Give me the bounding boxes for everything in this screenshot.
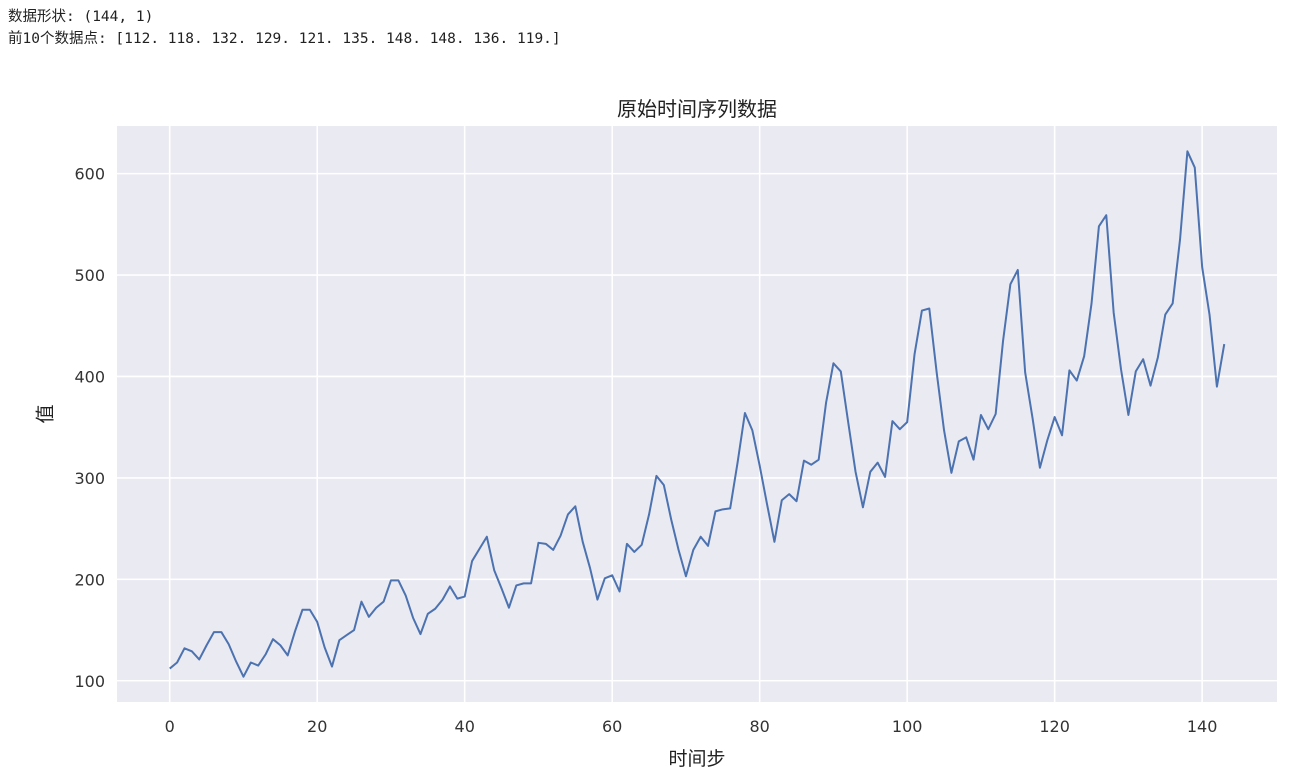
x-tick-label: 40	[455, 717, 475, 736]
y-tick-label: 500	[74, 266, 105, 285]
x-tick-label: 60	[602, 717, 622, 736]
x-tick-label: 100	[892, 717, 923, 736]
y-axis-label: 值	[35, 404, 57, 423]
console-output: 数据形状: (144, 1) 前10个数据点: [112. 118. 132. 1…	[8, 6, 561, 50]
console-line-first10: 前10个数据点: [112. 118. 132. 129. 121. 135. …	[8, 31, 561, 47]
series-line	[169, 150, 1226, 678]
plot-background	[117, 126, 1277, 702]
x-tick-label: 140	[1187, 717, 1218, 736]
x-tick-labels: 0 20 40 60 80 100 120 140	[165, 717, 1218, 736]
x-axis-label: 时间步	[668, 748, 725, 769]
y-tick-label: 100	[74, 672, 105, 691]
x-tick-label: 80	[750, 717, 770, 736]
x-tick-label: 20	[307, 717, 327, 736]
y-tick-labels: 100 200 300 400 500 600	[74, 165, 105, 691]
y-tick-label: 600	[74, 165, 105, 184]
x-tick-label: 0	[165, 717, 175, 736]
y-tick-label: 400	[74, 367, 105, 386]
x-tick-label: 120	[1039, 717, 1070, 736]
y-tick-label: 200	[74, 570, 105, 589]
chart-title: 原始时间序列数据	[617, 97, 777, 121]
y-tick-label: 300	[74, 469, 105, 488]
console-line-shape: 数据形状: (144, 1)	[8, 9, 154, 25]
